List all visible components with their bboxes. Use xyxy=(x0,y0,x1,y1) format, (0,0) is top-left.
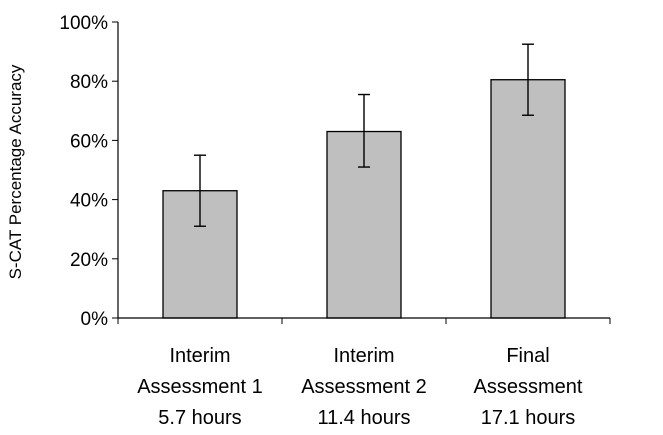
category-label: 11.4 hours xyxy=(317,407,410,429)
y-tick-label: 40% xyxy=(70,191,108,212)
axes xyxy=(117,22,611,324)
bar xyxy=(490,79,566,319)
y-tick-label: 60% xyxy=(70,131,108,152)
error-bars xyxy=(194,43,534,227)
category-label: Interim xyxy=(169,345,230,367)
category-label: 5.7 hours xyxy=(158,407,241,429)
category-label: Final xyxy=(506,345,549,367)
y-axis-ticks: 0% 20% 40% 60% 80% 100% xyxy=(59,13,118,330)
y-axis-title: S-CAT Percentage Accuracy xyxy=(6,64,25,279)
category-label: Interim xyxy=(333,345,394,367)
category-label: 17.1 hours xyxy=(481,407,576,429)
y-tick-label: 100% xyxy=(59,13,108,34)
category-labels: Interim Assessment 1 5.7 hours Interim Asses… xyxy=(137,345,583,429)
y-tick-label: 0% xyxy=(81,309,109,330)
category-label: Assessment xyxy=(474,376,583,398)
category-label: Assessment 2 xyxy=(301,376,427,398)
y-tick-label: 20% xyxy=(70,250,108,271)
y-tick-label: 80% xyxy=(70,72,108,93)
category-label: Assessment 1 xyxy=(137,376,263,398)
bars xyxy=(162,79,566,319)
